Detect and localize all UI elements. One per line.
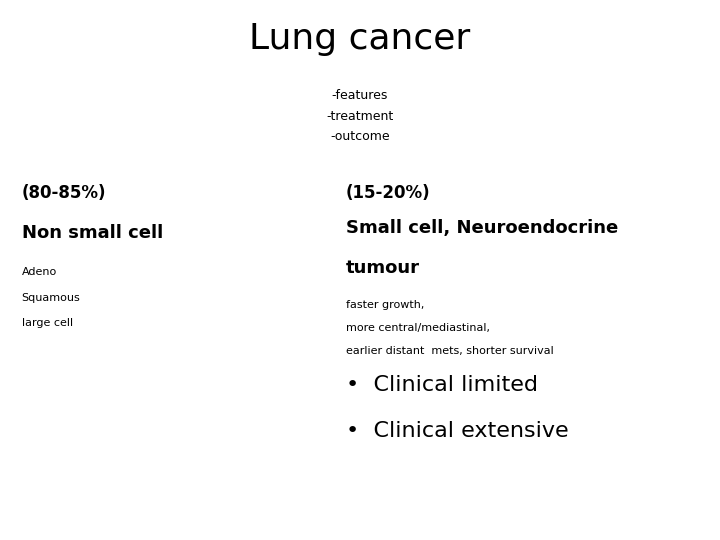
Text: Squamous: Squamous	[22, 293, 81, 303]
Text: -features: -features	[332, 89, 388, 102]
Text: tumour: tumour	[346, 259, 420, 277]
Text: Non small cell: Non small cell	[22, 224, 163, 242]
Text: (15-20%): (15-20%)	[346, 184, 431, 201]
Text: large cell: large cell	[22, 318, 73, 328]
Text: -outcome: -outcome	[330, 130, 390, 143]
Text: Small cell, Neuroendocrine: Small cell, Neuroendocrine	[346, 219, 618, 237]
Text: •  Clinical limited: • Clinical limited	[346, 375, 538, 395]
Text: -treatment: -treatment	[326, 110, 394, 123]
Text: Lung cancer: Lung cancer	[249, 22, 471, 56]
Text: •  Clinical extensive: • Clinical extensive	[346, 421, 568, 441]
Text: (80-85%): (80-85%)	[22, 184, 106, 201]
Text: Adeno: Adeno	[22, 267, 57, 278]
Text: faster growth,: faster growth,	[346, 300, 424, 310]
Text: earlier distant  mets, shorter survival: earlier distant mets, shorter survival	[346, 346, 554, 356]
Text: more central/mediastinal,: more central/mediastinal,	[346, 323, 490, 333]
